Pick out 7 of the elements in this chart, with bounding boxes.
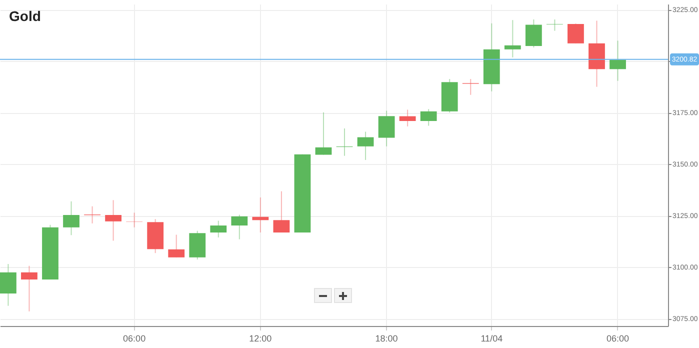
x-tick-label: 06:00	[606, 334, 630, 344]
candlestick	[568, 23, 584, 44]
x-tick-label: 18:00	[375, 334, 398, 344]
x-tick-label: 12:00	[249, 334, 272, 344]
x-tick-label: 06:00	[123, 334, 146, 344]
chart-title: Gold	[9, 8, 41, 24]
x-tick-label: 11/04	[480, 334, 503, 344]
